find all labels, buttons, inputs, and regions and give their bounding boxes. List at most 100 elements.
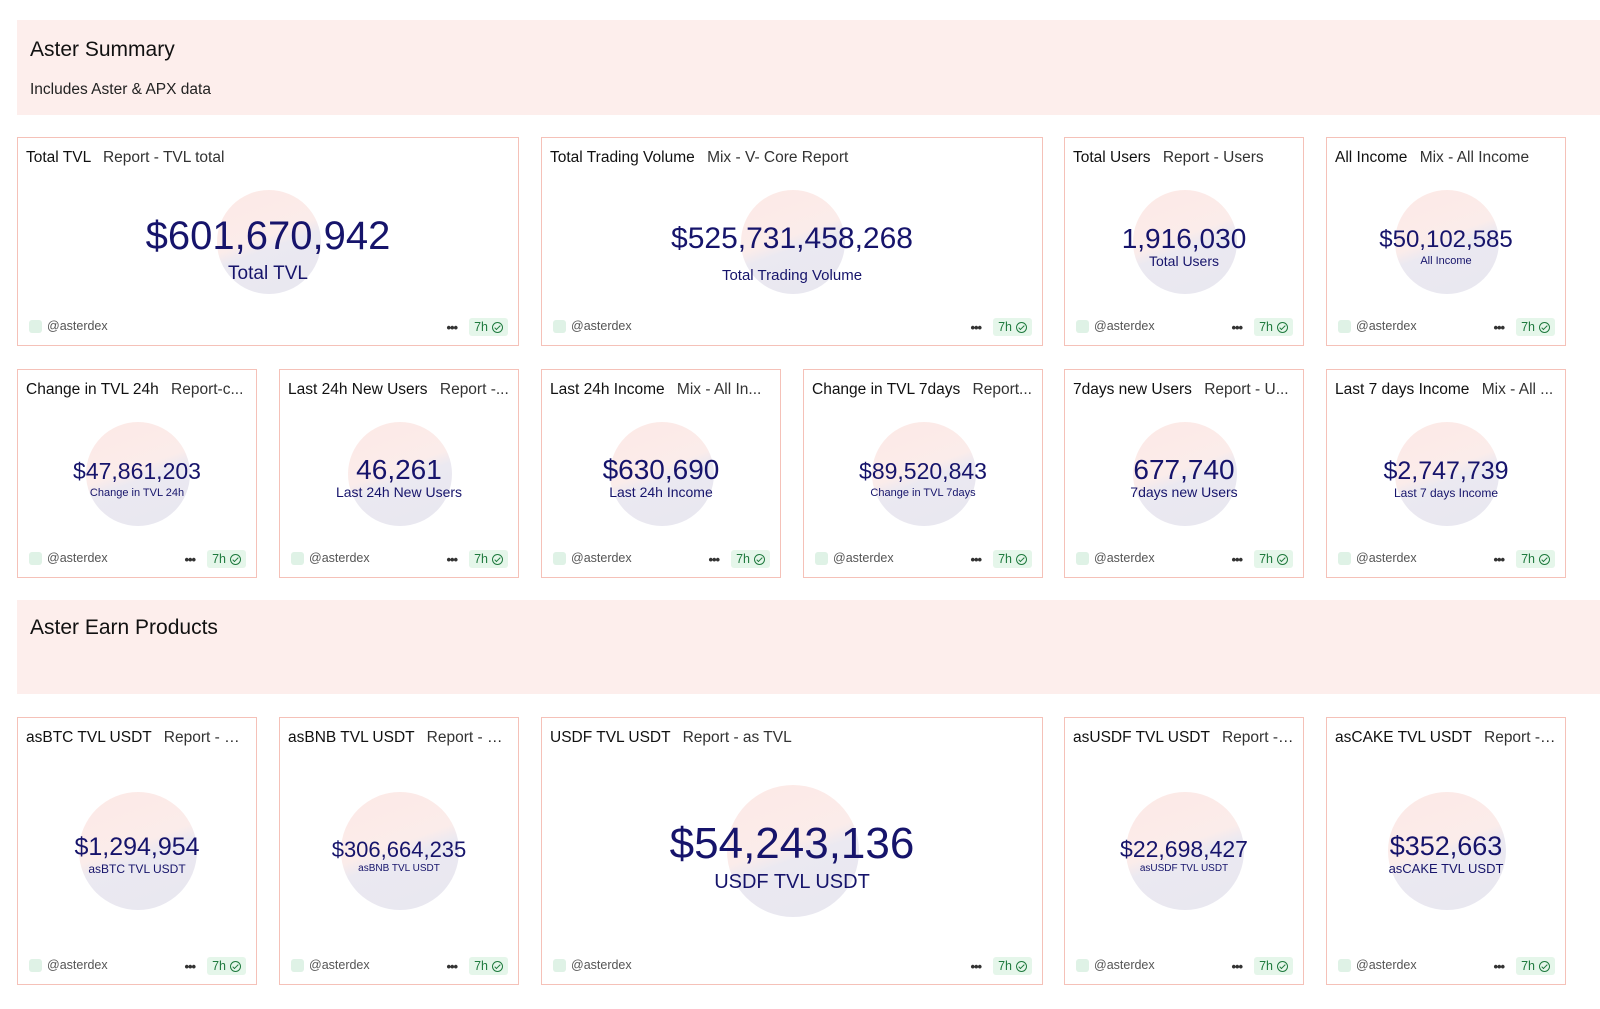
query-card[interactable]: Change in TVL 24h Report-c... $47,861,20… xyxy=(17,369,257,578)
query-card[interactable]: Change in TVL 7days Report... $89,520,84… xyxy=(803,369,1043,578)
more-dots-icon[interactable]: ••• xyxy=(446,551,458,567)
creator-handle[interactable]: @asterdex xyxy=(571,551,632,565)
card-query-link[interactable]: Report - as... xyxy=(426,729,510,746)
creator-handle[interactable]: @asterdex xyxy=(571,319,632,333)
more-dots-icon[interactable]: ••• xyxy=(184,551,196,567)
freshness-badge[interactable]: 7h xyxy=(469,550,508,568)
query-card[interactable]: asBNB TVL USDT Report - as... $306,664,2… xyxy=(279,717,519,985)
creator-link[interactable]: @asterdex xyxy=(553,319,632,333)
freshness-badge[interactable]: 7h xyxy=(1516,318,1555,336)
freshness-badge[interactable]: 7h xyxy=(1516,550,1555,568)
card-title[interactable]: asCAKE TVL USDT xyxy=(1335,729,1472,746)
card-query-link[interactable]: Report - a... xyxy=(1221,729,1295,746)
card-query-link[interactable]: Report - Users xyxy=(1162,149,1264,166)
more-dots-icon[interactable]: ••• xyxy=(1493,319,1505,335)
freshness-badge[interactable]: 7h xyxy=(993,957,1032,975)
creator-handle[interactable]: @asterdex xyxy=(1356,551,1417,565)
more-dots-icon[interactable]: ••• xyxy=(708,551,720,567)
more-dots-icon[interactable]: ••• xyxy=(970,319,982,335)
freshness-badge[interactable]: 7h xyxy=(993,318,1032,336)
creator-handle[interactable]: @asterdex xyxy=(47,958,108,972)
freshness-badge[interactable]: 7h xyxy=(1516,957,1555,975)
card-query-link[interactable]: Report -... xyxy=(439,381,509,398)
creator-link[interactable]: @asterdex xyxy=(1338,319,1417,333)
more-dots-icon[interactable]: ••• xyxy=(1493,958,1505,974)
query-card[interactable]: Last 7 days Income Mix - All ... $2,747,… xyxy=(1326,369,1566,578)
creator-link[interactable]: @asterdex xyxy=(1338,958,1417,972)
query-card[interactable]: asCAKE TVL USDT Report - a... $352,663 a… xyxy=(1326,717,1566,985)
query-card[interactable]: asUSDF TVL USDT Report - a... $22,698,42… xyxy=(1064,717,1304,985)
card-query-link[interactable]: Mix - All Income xyxy=(1419,149,1530,166)
query-card[interactable]: Total TVL Report - TVL total $601,670,94… xyxy=(17,137,519,346)
creator-handle[interactable]: @asterdex xyxy=(1356,319,1417,333)
creator-handle[interactable]: @asterdex xyxy=(1094,551,1155,565)
card-title[interactable]: Total Users xyxy=(1073,149,1151,166)
card-query-link[interactable]: Mix - All In... xyxy=(676,381,762,398)
query-card[interactable]: USDF TVL USDT Report - as TVL $54,243,13… xyxy=(541,717,1043,985)
creator-link[interactable]: @asterdex xyxy=(1076,319,1155,333)
query-card[interactable]: All Income Mix - All Income $50,102,585 … xyxy=(1326,137,1566,346)
creator-handle[interactable]: @asterdex xyxy=(47,551,108,565)
more-dots-icon[interactable]: ••• xyxy=(970,551,982,567)
creator-handle[interactable]: @asterdex xyxy=(1094,958,1155,972)
card-query-link[interactable]: Mix - All ... xyxy=(1481,381,1554,398)
creator-link[interactable]: @asterdex xyxy=(29,319,108,333)
card-query-link[interactable]: Report - a... xyxy=(1484,729,1557,746)
card-title[interactable]: Change in TVL 7days xyxy=(812,381,961,398)
card-query-link[interactable]: Report-c... xyxy=(171,381,244,398)
creator-link[interactable]: @asterdex xyxy=(553,958,632,972)
more-dots-icon[interactable]: ••• xyxy=(970,958,982,974)
card-query-link[interactable]: Report - as ... xyxy=(163,729,248,746)
creator-handle[interactable]: @asterdex xyxy=(309,958,370,972)
card-title[interactable]: 7days new Users xyxy=(1073,381,1192,398)
freshness-badge[interactable]: 7h xyxy=(731,550,770,568)
more-dots-icon[interactable]: ••• xyxy=(1231,319,1243,335)
query-card[interactable]: Last 24h Income Mix - All In... $630,690… xyxy=(541,369,781,578)
card-query-link[interactable]: Mix - V- Core Report xyxy=(707,149,849,166)
creator-handle[interactable]: @asterdex xyxy=(1094,319,1155,333)
creator-link[interactable]: @asterdex xyxy=(553,551,632,565)
creator-link[interactable]: @asterdex xyxy=(1338,551,1417,565)
card-title[interactable]: asBTC TVL USDT xyxy=(26,729,152,746)
card-title[interactable]: Total Trading Volume xyxy=(550,149,695,166)
card-query-link[interactable]: Report - TVL total xyxy=(102,149,225,166)
card-query-link[interactable]: Report - U... xyxy=(1204,381,1289,398)
more-dots-icon[interactable]: ••• xyxy=(446,958,458,974)
creator-link[interactable]: @asterdex xyxy=(815,551,894,565)
creator-handle[interactable]: @asterdex xyxy=(571,958,632,972)
freshness-badge[interactable]: 7h xyxy=(469,318,508,336)
card-title[interactable]: Total TVL xyxy=(26,149,91,166)
creator-link[interactable]: @asterdex xyxy=(1076,551,1155,565)
card-title[interactable]: All Income xyxy=(1335,149,1408,166)
card-query-link[interactable]: Report... xyxy=(972,381,1032,398)
card-title[interactable]: Change in TVL 24h xyxy=(26,381,159,398)
creator-link[interactable]: @asterdex xyxy=(1076,958,1155,972)
more-dots-icon[interactable]: ••• xyxy=(1231,958,1243,974)
card-title[interactable]: asBNB TVL USDT xyxy=(288,729,415,746)
more-dots-icon[interactable]: ••• xyxy=(1231,551,1243,567)
creator-link[interactable]: @asterdex xyxy=(29,551,108,565)
freshness-badge[interactable]: 7h xyxy=(1254,318,1293,336)
query-card[interactable]: Total Trading Volume Mix - V- Core Repor… xyxy=(541,137,1043,346)
freshness-badge[interactable]: 7h xyxy=(1254,957,1293,975)
freshness-badge[interactable]: 7h xyxy=(469,957,508,975)
card-title[interactable]: Last 7 days Income xyxy=(1335,381,1470,398)
creator-handle[interactable]: @asterdex xyxy=(309,551,370,565)
query-card[interactable]: asBTC TVL USDT Report - as ... $1,294,95… xyxy=(17,717,257,985)
card-query-link[interactable]: Report - as TVL xyxy=(682,729,792,746)
query-card[interactable]: Total Users Report - Users 1,916,030 Tot… xyxy=(1064,137,1304,346)
card-title[interactable]: Last 24h New Users xyxy=(288,381,428,398)
more-dots-icon[interactable]: ••• xyxy=(1493,551,1505,567)
freshness-badge[interactable]: 7h xyxy=(1254,550,1293,568)
card-title[interactable]: Last 24h Income xyxy=(550,381,665,398)
creator-handle[interactable]: @asterdex xyxy=(833,551,894,565)
query-card[interactable]: 7days new Users Report - U... 677,740 7d… xyxy=(1064,369,1304,578)
creator-handle[interactable]: @asterdex xyxy=(47,319,108,333)
freshness-badge[interactable]: 7h xyxy=(993,550,1032,568)
creator-link[interactable]: @asterdex xyxy=(29,958,108,972)
freshness-badge[interactable]: 7h xyxy=(207,550,246,568)
more-dots-icon[interactable]: ••• xyxy=(446,319,458,335)
creator-handle[interactable]: @asterdex xyxy=(1356,958,1417,972)
creator-link[interactable]: @asterdex xyxy=(291,958,370,972)
card-title[interactable]: USDF TVL USDT xyxy=(550,729,671,746)
